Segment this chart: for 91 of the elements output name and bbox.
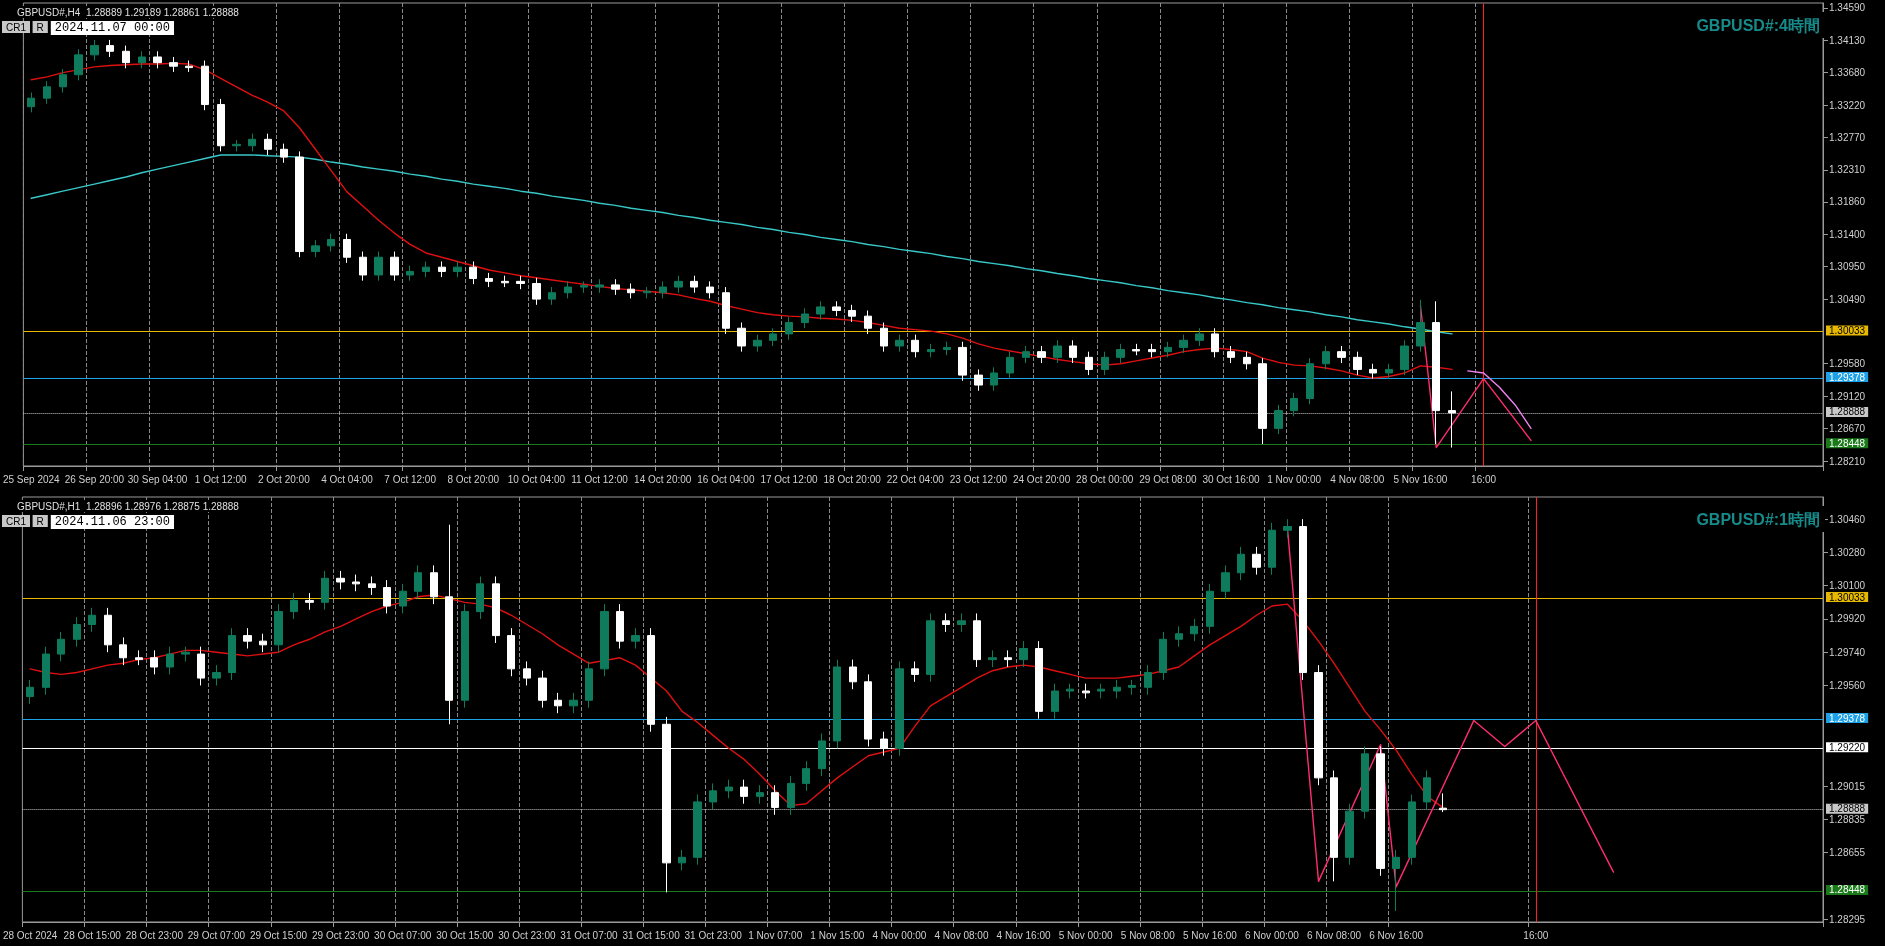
x-tick-label: 18 Oct 20:00 (823, 473, 882, 485)
x-tick-label: 4 Nov 08:00 (1330, 473, 1385, 485)
x-tick-label: 6 Nov 16:00 (1369, 929, 1424, 941)
x-tick-label: 1 Oct 12:00 (194, 473, 247, 485)
x-tick-label: 30 Sep 04:00 (127, 473, 188, 485)
y-tick-label: 1.28210 (1829, 455, 1866, 467)
x-tick-label: 26 Sep 20:00 (64, 473, 125, 485)
y-tick-label: 1.33220 (1829, 99, 1866, 111)
annotation: R (36, 21, 44, 33)
annotation: CR1 (6, 21, 27, 33)
x-tick-label: 22 Oct 04:00 (886, 473, 945, 485)
ref-line-label: 1.28448 (1829, 884, 1866, 896)
text: GBPUSD#:1時間 (1696, 510, 1820, 528)
x-tick-label: 5 Nov 00:00 (1058, 929, 1114, 941)
x-tick-label: 2 Oct 20:00 (257, 473, 311, 485)
y-tick-label: 1.28655 (1829, 847, 1866, 859)
annotation: R (36, 515, 44, 527)
y-tick-label: 1.31860 (1829, 196, 1866, 208)
chart-subtitle: GBPUSD#,H1 1.28896 1.28976 1.28875 1.28888 (17, 500, 240, 512)
x-tick-label: 1 Nov 00:00 (1267, 473, 1322, 485)
y-tick-label: 1.31400 (1829, 229, 1866, 240)
y-tick-label: 1.29580 (1829, 358, 1866, 370)
x-tick-label: 4 Oct 04:00 (321, 473, 374, 485)
x-tick-label: 6 Nov 00:00 (1244, 929, 1300, 941)
y-tick-label: 1.29920 (1829, 613, 1866, 625)
ref-line-label: 1.28888 (1829, 803, 1866, 815)
x-tick-label: 29 Oct 15:00 (249, 929, 308, 941)
x-tick-label: 17 Oct 12:00 (760, 473, 819, 485)
x-tick-label: 28 Oct 23:00 (125, 929, 184, 941)
x-tick-label: 5 Nov 16:00 (1393, 473, 1448, 485)
ref-line-label: 1.28448 (1829, 437, 1866, 449)
x-tick-label: 30 Oct 23:00 (498, 929, 556, 941)
y-tick-label: 1.29015 (1829, 780, 1866, 792)
x-tick-label: 31 Oct 15:00 (622, 929, 681, 941)
y-tick-label: 1.32310 (1829, 164, 1866, 176)
x-tick-label: 16:00 (1471, 473, 1497, 485)
x-tick-label: 4 Nov 08:00 (934, 929, 989, 941)
x-tick-label: 14 Oct 20:00 (634, 473, 692, 485)
x-tick-label: 7 Oct 12:00 (384, 473, 437, 485)
x-tick-label: 4 Nov 00:00 (872, 929, 927, 941)
y-tick-label: 1.34590 (1829, 2, 1866, 14)
y-tick-label: 1.30490 (1829, 293, 1866, 305)
x-tick-label: 10 Oct 04:00 (507, 473, 566, 485)
y-tick-label: 1.30280 (1829, 546, 1866, 558)
y-tick-label: 1.34130 (1829, 35, 1866, 47)
x-tick-label: 30 Oct 07:00 (374, 929, 432, 941)
ref-line-label: 1.29378 (1829, 371, 1866, 383)
x-tick-label: 31 Oct 07:00 (560, 929, 619, 941)
x-tick-label: 25 Sep 2024 (2, 473, 61, 485)
x-tick-label: 11 Oct 12:00 (571, 473, 629, 485)
x-tick-label: 30 Oct 16:00 (1202, 473, 1261, 485)
annotation: 2024.11.07 00:00 (54, 21, 171, 35)
ref-line-label: 1.30033 (1829, 591, 1866, 603)
y-tick-label: 1.28295 (1829, 913, 1866, 925)
annotation: CR1 (6, 515, 27, 527)
x-tick-label: 24 Oct 20:00 (1012, 473, 1071, 485)
ref-line-label: 1.30033 (1829, 325, 1866, 337)
y-tick-label: 1.29120 (1829, 390, 1866, 402)
y-tick-label: 1.30950 (1829, 260, 1866, 272)
x-tick-label: 31 Oct 23:00 (684, 929, 743, 941)
x-tick-label: 16 Oct 04:00 (697, 473, 755, 485)
x-tick-label: 16:00 (1523, 929, 1549, 941)
y-tick-label: 1.33680 (1829, 67, 1866, 79)
x-tick-label: 6 Nov 08:00 (1307, 929, 1362, 941)
x-tick-label: 28 Oct 00:00 (1076, 473, 1134, 485)
x-tick-label: 5 Nov 08:00 (1120, 929, 1176, 941)
x-tick-label: 28 Oct 2024 (2, 929, 58, 941)
x-tick-label: 4 Nov 16:00 (996, 929, 1051, 941)
y-tick-label: 1.32770 (1829, 131, 1866, 143)
y-tick-label: 1.30100 (1829, 580, 1866, 592)
y-tick-label: 1.29740 (1829, 646, 1866, 658)
chart-subtitle: GBPUSD#,H4 1.28889 1.29189 1.28861 1.28888 (17, 6, 240, 18)
x-tick-label: 30 Oct 15:00 (436, 929, 494, 941)
text: GBPUSD#:4時間 (1696, 16, 1820, 34)
x-tick-label: 29 Oct 07:00 (187, 929, 246, 941)
ref-line-label: 1.29378 (1829, 712, 1866, 724)
ref-line-label: 1.28888 (1829, 406, 1866, 418)
y-tick-label: 1.30460 (1829, 513, 1866, 525)
y-tick-label: 1.29560 (1829, 679, 1866, 691)
y-tick-label: 1.28670 (1829, 422, 1866, 434)
x-tick-label: 29 Oct 23:00 (311, 929, 370, 941)
x-tick-label: 23 Oct 12:00 (949, 473, 1008, 485)
x-tick-label: 5 Nov 16:00 (1182, 929, 1238, 941)
x-tick-label: 1 Nov 15:00 (810, 929, 865, 941)
x-tick-label: 28 Oct 15:00 (63, 929, 122, 941)
ref-line-label: 1.29220 (1829, 741, 1866, 753)
y-tick-label: 1.28835 (1829, 813, 1866, 825)
x-tick-label: 8 Oct 20:00 (447, 473, 500, 485)
annotation: 2024.11.06 23:00 (54, 515, 171, 529)
x-tick-label: 1 Nov 07:00 (748, 929, 803, 941)
x-tick-label: 29 Oct 08:00 (1139, 473, 1197, 485)
